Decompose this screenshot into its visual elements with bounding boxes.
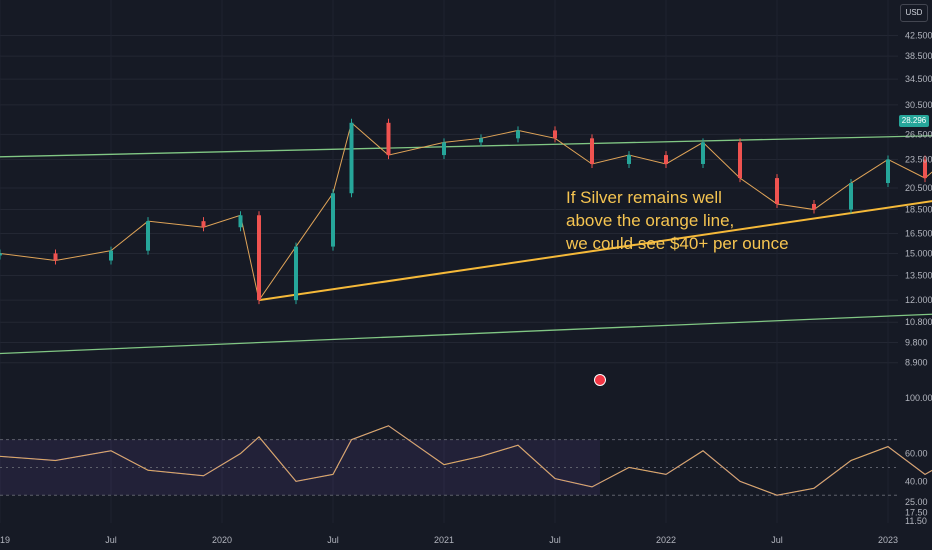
y-tick-label-13: 9.800 [905, 338, 928, 348]
candle-14 [553, 130, 557, 139]
candle-1 [53, 253, 58, 261]
x-tick-label-8: 2023 [878, 535, 898, 545]
rsi-ma-line [0, 425, 932, 496]
y-tick-label-3: 30.500 [905, 100, 932, 110]
x-tick-label-6: 2022 [656, 535, 676, 545]
rsi-tick-label-0: 100.00 [905, 393, 932, 403]
y-tick-label-5: 23.500 [905, 154, 932, 164]
candle-4 [201, 221, 206, 228]
candle-24 [923, 159, 927, 179]
currency-label[interactable]: USD [900, 4, 928, 22]
candle-5 [238, 215, 243, 228]
candle-9 [349, 122, 354, 194]
x-tick-label-5: Jul [549, 535, 561, 545]
y-tick-label-14: 8.900 [905, 358, 928, 368]
candle-7 [294, 246, 298, 301]
y-tick-label-1: 38.500 [905, 51, 932, 61]
y-tick-label-4: 26.500 [905, 129, 932, 139]
candle-3 [146, 221, 150, 251]
rsi-tick-label-5: 11.50 [905, 516, 927, 526]
y-tick-label-10: 13.500 [905, 270, 932, 280]
candle-23 [886, 159, 890, 184]
y-tick-label-9: 15.000 [905, 248, 932, 258]
candle-21 [812, 203, 816, 210]
x-axis-ticks: 2019Jul2020Jul2021Jul2022Jul2023Jul2024J… [0, 535, 898, 545]
candle-0 [0, 253, 2, 256]
rsi-tick-label-4: 17.50 [905, 508, 928, 518]
y-tick-label-7: 18.500 [905, 205, 932, 215]
candle-15 [590, 138, 594, 164]
x-tick-label-3: Jul [327, 535, 339, 545]
candle-19 [738, 142, 742, 179]
x-tick-label-1: Jul [105, 535, 117, 545]
candle-20 [775, 178, 779, 204]
y-tick-label-0: 42.500 [905, 30, 932, 40]
rsi-tick-label-2: 40.00 [905, 476, 928, 486]
candle-22 [849, 183, 853, 210]
candle-11 [442, 142, 446, 156]
candle-16 [627, 155, 631, 164]
candle-6 [257, 215, 261, 301]
rsi-band [0, 439, 898, 496]
last-price-tag: 28.296 [899, 115, 929, 127]
candle-17 [664, 155, 668, 164]
y-tick-label-6: 20.500 [905, 183, 932, 193]
earnings-event-icon[interactable] [594, 374, 606, 386]
trendline-green-lower [0, 313, 932, 355]
chart-annotation: If Silver remains well above the orange … [566, 188, 789, 253]
trendline-orange [258, 200, 932, 302]
rsi-tick-label-3: 25.00 [905, 497, 928, 507]
trendline-green-upper [0, 135, 932, 158]
candle-18 [701, 142, 705, 164]
candles [0, 118, 932, 305]
x-tick-label-4: 2021 [434, 535, 454, 545]
y-tick-label-8: 16.500 [905, 228, 932, 238]
candle-2 [109, 250, 113, 261]
rsi-tick-label-1: 60.00 [905, 449, 928, 459]
x-tick-label-0: 2019 [0, 535, 10, 545]
candle-10 [386, 122, 391, 156]
candle-8 [331, 193, 335, 247]
candle-12 [479, 138, 483, 143]
y-tick-label-2: 34.500 [905, 74, 932, 84]
candle-13 [516, 130, 520, 139]
x-tick-label-7: Jul [771, 535, 783, 545]
trendlines [0, 135, 932, 355]
y-tick-label-11: 12.000 [905, 295, 932, 305]
x-tick-label-2: 2020 [212, 535, 232, 545]
y-tick-label-12: 10.800 [905, 317, 932, 327]
rsi-lines [0, 425, 932, 496]
y-axis-ticks: 42.500 38.500 34.500 30.500 26.500 23.500 20.5… [905, 30, 932, 367]
